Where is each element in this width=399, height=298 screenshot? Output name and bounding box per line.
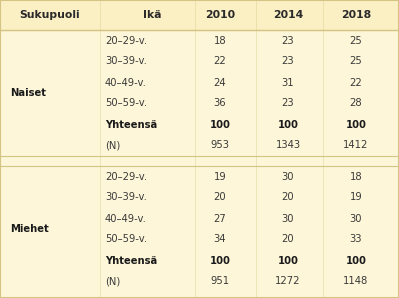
- Text: 1412: 1412: [343, 140, 369, 150]
- Text: 1148: 1148: [344, 277, 369, 286]
- Text: 40–49-v.: 40–49-v.: [105, 213, 147, 224]
- Text: 23: 23: [282, 57, 294, 66]
- Text: 30: 30: [282, 213, 294, 224]
- Text: 22: 22: [213, 57, 226, 66]
- Text: 25: 25: [350, 35, 362, 46]
- Text: 1343: 1343: [275, 140, 300, 150]
- Text: 50–59-v.: 50–59-v.: [105, 99, 147, 108]
- Text: 18: 18: [350, 172, 362, 181]
- Text: 23: 23: [282, 99, 294, 108]
- Text: 24: 24: [214, 77, 226, 88]
- Text: 2010: 2010: [205, 10, 235, 20]
- Text: 30–39-v.: 30–39-v.: [105, 57, 147, 66]
- Text: 36: 36: [214, 99, 226, 108]
- Text: 951: 951: [210, 277, 229, 286]
- Text: 31: 31: [282, 77, 294, 88]
- Text: 30: 30: [282, 172, 294, 181]
- Text: Miehet: Miehet: [10, 224, 49, 234]
- Text: (N): (N): [105, 140, 120, 150]
- Text: 100: 100: [209, 255, 231, 266]
- Text: 100: 100: [346, 119, 366, 130]
- Text: 100: 100: [278, 255, 298, 266]
- Text: 2014: 2014: [273, 10, 303, 20]
- Text: 33: 33: [350, 235, 362, 244]
- Text: 34: 34: [214, 235, 226, 244]
- Text: Naiset: Naiset: [10, 88, 46, 98]
- Text: 30: 30: [350, 213, 362, 224]
- Text: 100: 100: [209, 119, 231, 130]
- Text: Yhteensä: Yhteensä: [105, 119, 157, 130]
- Text: 18: 18: [214, 35, 226, 46]
- Text: 100: 100: [278, 119, 298, 130]
- Text: 25: 25: [350, 57, 362, 66]
- Text: 28: 28: [350, 99, 362, 108]
- Text: 40–49-v.: 40–49-v.: [105, 77, 147, 88]
- Text: 23: 23: [282, 35, 294, 46]
- Text: 20–29-v.: 20–29-v.: [105, 35, 147, 46]
- Text: Ikä: Ikä: [143, 10, 161, 20]
- Text: 50–59-v.: 50–59-v.: [105, 235, 147, 244]
- Text: 100: 100: [346, 255, 366, 266]
- Text: 1272: 1272: [275, 277, 301, 286]
- Text: 30–39-v.: 30–39-v.: [105, 193, 147, 203]
- Text: 20: 20: [282, 235, 294, 244]
- Text: 20–29-v.: 20–29-v.: [105, 172, 147, 181]
- Text: 22: 22: [350, 77, 362, 88]
- Text: 19: 19: [350, 193, 362, 203]
- Text: 27: 27: [213, 213, 226, 224]
- Text: Sukupuoli: Sukupuoli: [20, 10, 80, 20]
- Bar: [0, 0, 399, 30]
- Text: 20: 20: [214, 193, 226, 203]
- Text: 953: 953: [211, 140, 229, 150]
- Text: 2018: 2018: [341, 10, 371, 20]
- Text: 19: 19: [213, 172, 226, 181]
- Text: (N): (N): [105, 277, 120, 286]
- Text: Yhteensä: Yhteensä: [105, 255, 157, 266]
- Text: 20: 20: [282, 193, 294, 203]
